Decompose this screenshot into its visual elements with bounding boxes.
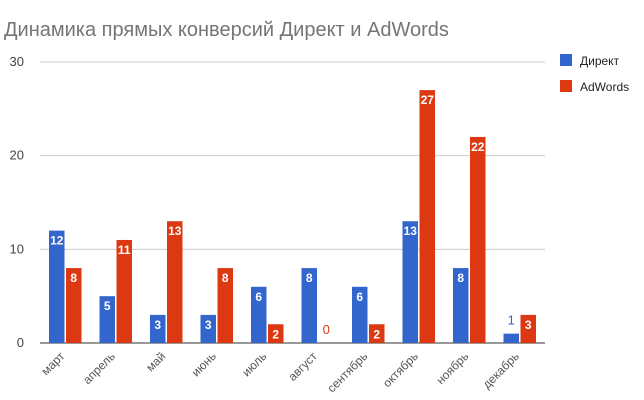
bar-direct	[251, 286, 267, 343]
data-label-direct: 3	[154, 318, 161, 332]
data-label-direct: 13	[404, 224, 418, 238]
x-tick-label: апрель	[80, 349, 118, 387]
bar-direct	[301, 268, 317, 343]
bar-direct	[453, 268, 469, 343]
bar-adwords	[369, 324, 385, 343]
y-tick-label: 30	[10, 54, 24, 69]
data-label-direct: 6	[255, 290, 262, 304]
data-label-direct: 5	[104, 299, 111, 313]
y-tick-label: 20	[10, 148, 24, 163]
x-tick-label: август	[285, 349, 320, 384]
x-tick-label: март	[38, 349, 67, 378]
bar-adwords	[167, 221, 183, 343]
data-label-adwords: 2	[272, 327, 279, 341]
data-label-adwords: 2	[373, 327, 380, 341]
y-tick-label: 10	[10, 241, 24, 256]
data-label-direct: 1	[508, 313, 515, 328]
gridlines	[40, 61, 545, 344]
data-label-adwords: 13	[168, 224, 182, 238]
y-axis-ticks: 0 10 20 30	[10, 54, 24, 350]
x-tick-label: октябрь	[380, 349, 421, 390]
data-label-adwords: 22	[471, 140, 485, 154]
bar-direct	[402, 221, 418, 343]
bar-direct	[352, 286, 368, 343]
bar-adwords	[268, 324, 284, 343]
bar-adwords	[520, 314, 536, 343]
legend-swatch-adwords	[560, 80, 572, 92]
data-label-adwords: 8	[222, 271, 229, 285]
chart-title: Динамика прямых конверсий Директ и AdWor…	[4, 19, 449, 41]
bar-direct	[503, 333, 519, 343]
x-axis-ticks: март апрель май июнь июль август сентябрь октяб…	[38, 349, 521, 395]
x-tick-label: июль	[239, 349, 269, 379]
data-label-direct: 12	[50, 234, 64, 248]
legend-label-adwords: AdWords	[580, 80, 629, 94]
bars	[49, 90, 536, 343]
data-label-adwords: 0	[323, 322, 330, 337]
y-tick-label: 0	[17, 335, 24, 350]
bar-adwords	[66, 268, 82, 343]
x-tick-label: ноябрь	[433, 349, 471, 387]
x-tick-label: июнь	[189, 349, 219, 379]
bar-adwords	[217, 268, 233, 343]
data-label-adwords: 27	[421, 93, 435, 107]
x-tick-label: сентябрь	[324, 349, 370, 395]
data-label-adwords: 11	[118, 243, 131, 257]
data-label-direct: 8	[306, 271, 313, 285]
bar-adwords	[419, 90, 435, 343]
data-label-direct: 6	[356, 290, 363, 304]
bar-direct	[200, 314, 216, 343]
data-label-adwords: 8	[70, 271, 77, 285]
bar-direct	[150, 314, 166, 343]
legend-swatch-direct	[560, 54, 572, 66]
legend-label-direct: Директ	[580, 54, 620, 68]
x-tick-label: май	[143, 349, 168, 374]
data-label-direct: 8	[457, 271, 464, 285]
data-label-adwords: 3	[525, 318, 532, 332]
bar-adwords	[470, 136, 486, 343]
bar-direct	[49, 230, 65, 343]
x-tick-label: декабрь	[480, 349, 522, 391]
bar-adwords	[116, 239, 132, 343]
legend: Директ AdWords	[560, 54, 629, 94]
data-label-direct: 3	[205, 318, 212, 332]
bar-direct	[99, 296, 115, 343]
